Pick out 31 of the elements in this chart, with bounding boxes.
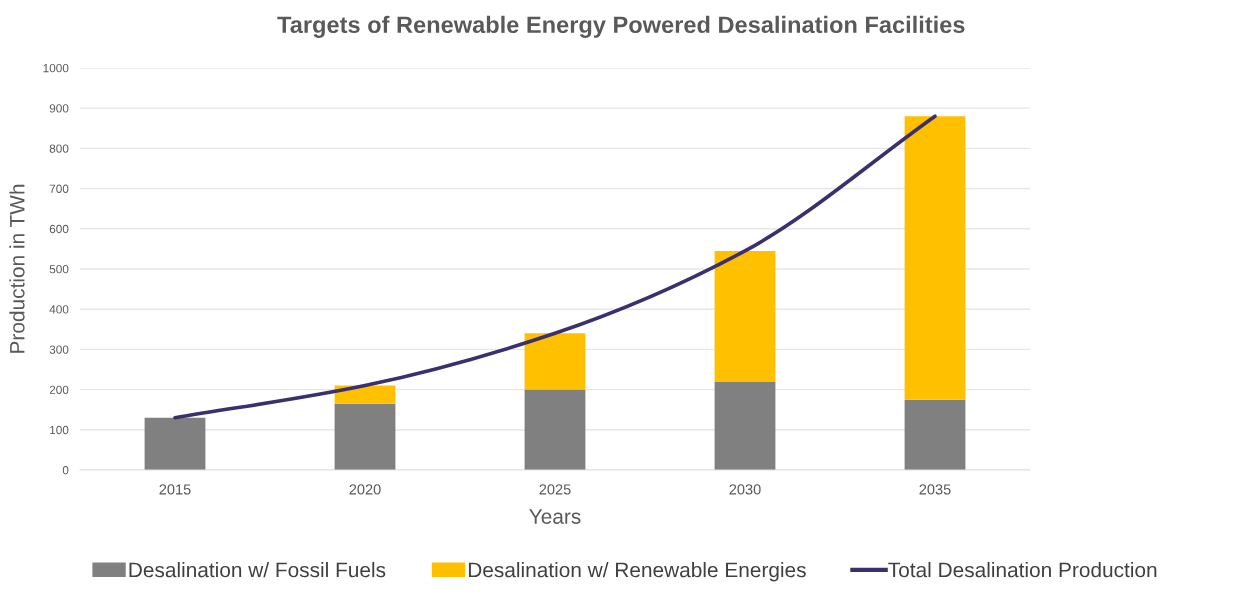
x-axis-title: Years: [529, 509, 581, 524]
y-tick-label: 900: [49, 104, 69, 113]
y-tick-label: 600: [49, 224, 69, 234]
y-tick-label: 700: [49, 184, 69, 193]
bar: [714, 381, 776, 471]
y-tick-label: 800: [49, 144, 69, 153]
x-tick-label: 2020: [349, 484, 381, 495]
legend-label: Desalination w/ Renewable Energies: [468, 562, 806, 582]
bar: [334, 403, 396, 471]
x-tick-label: 2025: [539, 484, 571, 495]
y-tick-label: 500: [49, 265, 69, 274]
bar: [524, 389, 586, 471]
y-tick-label: 400: [49, 305, 69, 314]
bar: [144, 417, 206, 471]
y-tick-label: 0: [62, 466, 69, 475]
bar: [904, 399, 966, 471]
bar: [524, 333, 586, 390]
y-tick-label: 200: [49, 385, 69, 394]
y-tick-label: 1000: [43, 63, 69, 73]
legend-label: Total Desalination Production: [888, 562, 1157, 578]
y-tick-label: 300: [49, 345, 69, 354]
legend-label: Desalination w/ Fossil Fuels: [129, 562, 386, 578]
x-tick-label: 2035: [919, 484, 951, 495]
chart-title: Targets of Renewable Energy Powered Desalination Facilities: [277, 15, 965, 38]
x-tick-label: 2015: [159, 484, 191, 495]
bar: [714, 250, 776, 382]
line-series: [173, 114, 937, 420]
x-tick-label: 2030: [729, 484, 761, 495]
y-axis-title: Production in TWh: [9, 184, 25, 353]
bar: [904, 116, 966, 400]
y-tick-label: 100: [50, 425, 69, 435]
